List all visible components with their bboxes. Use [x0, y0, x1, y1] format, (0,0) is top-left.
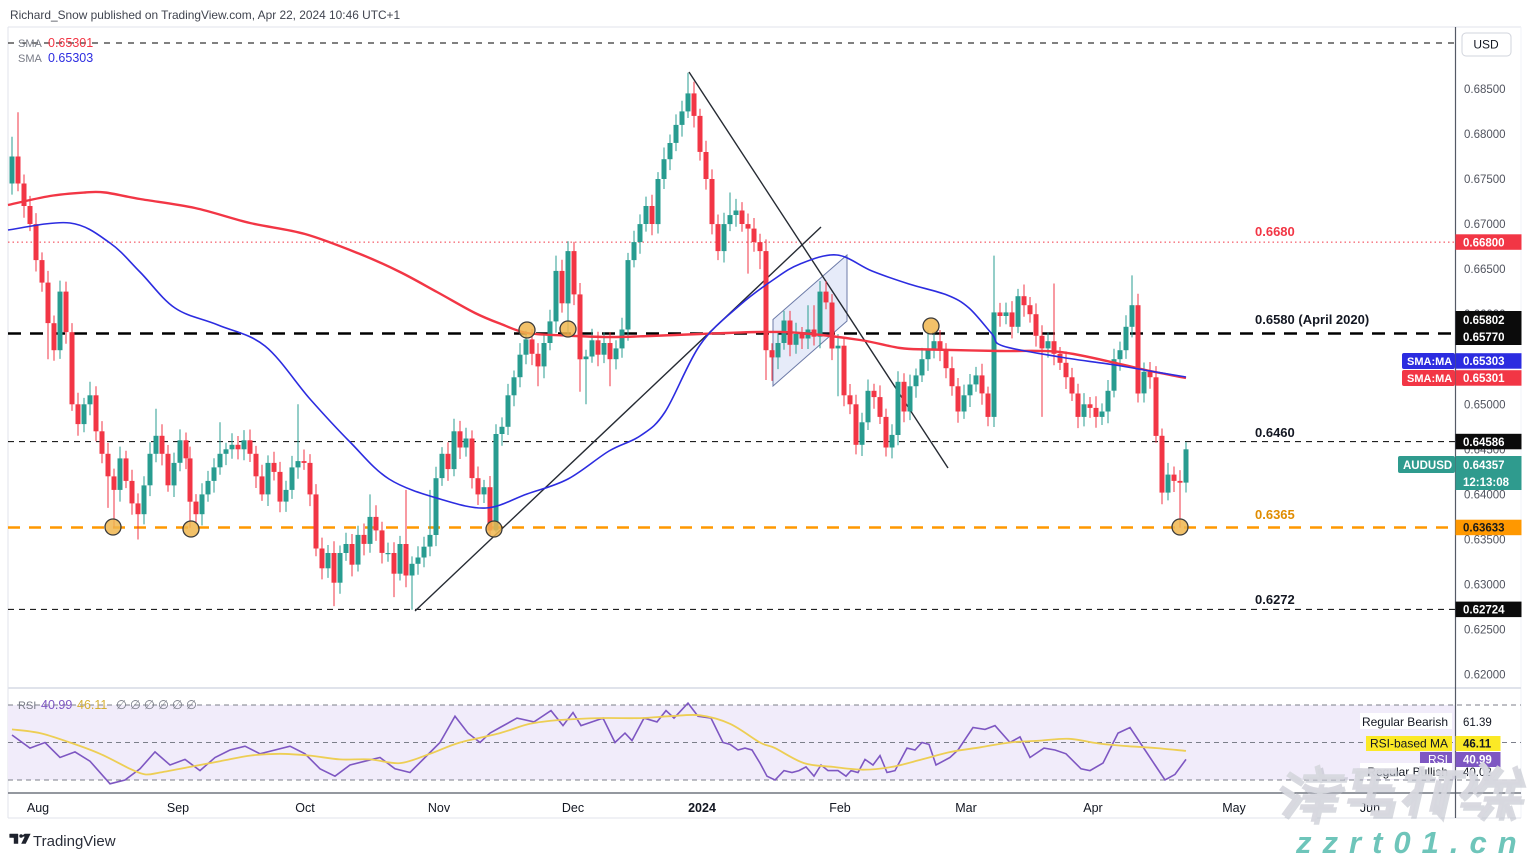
- svg-text:0.68000: 0.68000: [1464, 129, 1506, 141]
- svg-text:0.63633: 0.63633: [1463, 523, 1505, 535]
- svg-text:0.65301: 0.65301: [1463, 373, 1505, 385]
- svg-text:0.64000: 0.64000: [1464, 489, 1506, 501]
- svg-text:0.6365: 0.6365: [1255, 507, 1295, 522]
- svg-text:46.11: 46.11: [77, 698, 107, 712]
- svg-text:RSI: RSI: [18, 700, 36, 712]
- svg-text:∅: ∅: [172, 698, 183, 712]
- svg-text:0.65770: 0.65770: [1463, 332, 1505, 344]
- svg-text:0.6460: 0.6460: [1255, 425, 1295, 440]
- svg-text:0.67000: 0.67000: [1464, 219, 1506, 231]
- svg-text:SMA:MA: SMA:MA: [1407, 373, 1452, 385]
- svg-text:0.66800: 0.66800: [1463, 237, 1505, 249]
- svg-text:0.62000: 0.62000: [1464, 670, 1506, 682]
- svg-text:Oct: Oct: [295, 801, 315, 815]
- svg-text:0.65802: 0.65802: [1463, 315, 1505, 327]
- svg-text:May: May: [1222, 801, 1246, 815]
- svg-text:Richard_Snow published on Trad: Richard_Snow published on TradingView.co…: [10, 8, 400, 22]
- svg-text:0.65301: 0.65301: [48, 36, 93, 50]
- svg-text:0.62724: 0.62724: [1463, 605, 1505, 617]
- svg-text:0.65303: 0.65303: [48, 51, 93, 65]
- svg-text:0.66500: 0.66500: [1464, 264, 1506, 276]
- svg-text:12:13:08: 12:13:08: [1463, 477, 1510, 489]
- svg-text:0.63000: 0.63000: [1464, 580, 1506, 592]
- svg-text:SMA:MA: SMA:MA: [1407, 356, 1452, 368]
- svg-text:Dec: Dec: [562, 801, 584, 815]
- svg-text:SMA: SMA: [18, 38, 43, 50]
- svg-text:Nov: Nov: [428, 801, 451, 815]
- svg-text:∅: ∅: [158, 698, 169, 712]
- svg-text:TradingView: TradingView: [33, 833, 116, 850]
- svg-text:0.64586: 0.64586: [1463, 437, 1505, 449]
- svg-text:∅: ∅: [186, 698, 197, 712]
- svg-text:∅: ∅: [144, 698, 155, 712]
- svg-text:0.65303: 0.65303: [1463, 356, 1505, 368]
- svg-text:∅: ∅: [116, 698, 127, 712]
- svg-text:0.6680: 0.6680: [1255, 224, 1295, 239]
- svg-text:USD: USD: [1473, 38, 1499, 52]
- svg-text:SMA: SMA: [18, 53, 43, 65]
- svg-text:Aug: Aug: [27, 801, 49, 815]
- svg-text:61.39: 61.39: [1463, 717, 1492, 729]
- svg-text:0.65000: 0.65000: [1464, 399, 1506, 411]
- svg-text:∅: ∅: [130, 698, 141, 712]
- svg-text:Feb: Feb: [829, 801, 851, 815]
- svg-text:Apr: Apr: [1083, 801, 1102, 815]
- svg-text:AUDUSD: AUDUSD: [1403, 460, 1452, 472]
- svg-text:40.99: 40.99: [41, 698, 72, 712]
- svg-text:40.99: 40.99: [1463, 755, 1492, 767]
- svg-text:Regular Bearish: Regular Bearish: [1362, 715, 1448, 729]
- svg-text:0.6272: 0.6272: [1255, 592, 1295, 607]
- svg-text:zzrt01.cn: zzrt01.cn: [1295, 825, 1528, 857]
- svg-text:0.67500: 0.67500: [1464, 174, 1506, 186]
- svg-text:Mar: Mar: [955, 801, 977, 815]
- svg-text:0.6580 (April 2020): 0.6580 (April 2020): [1255, 312, 1369, 327]
- svg-text:0.68500: 0.68500: [1464, 84, 1506, 96]
- svg-text:RSI-based MA: RSI-based MA: [1370, 737, 1448, 751]
- svg-text:2024: 2024: [688, 801, 716, 815]
- svg-text:0.64357: 0.64357: [1463, 460, 1505, 472]
- svg-text:0.63500: 0.63500: [1464, 535, 1506, 547]
- svg-text:0.62500: 0.62500: [1464, 625, 1506, 637]
- svg-text:46.11: 46.11: [1463, 739, 1492, 751]
- svg-text:Sep: Sep: [167, 801, 189, 815]
